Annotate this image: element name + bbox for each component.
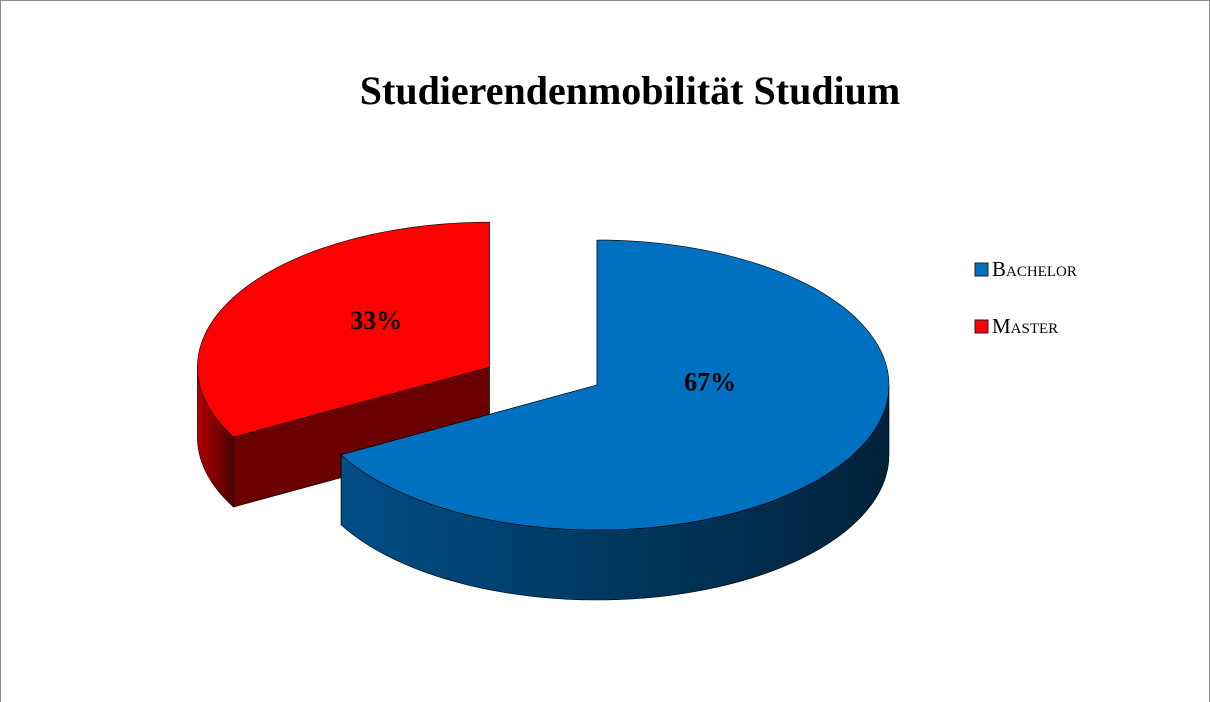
legend-label: Bachelor [992,257,1077,281]
data-label: 67% [684,367,736,396]
legend-swatch [974,319,989,334]
slice [197,221,490,438]
legend-swatch [974,262,989,277]
legend-label: Master [992,314,1058,338]
data-label: 33% [350,306,402,335]
chart-title: Studierendenmobilität Studium [360,68,901,113]
legend: Bachelor Master [974,257,1077,338]
pie: 33% 67% [197,221,890,601]
slice [340,239,890,531]
